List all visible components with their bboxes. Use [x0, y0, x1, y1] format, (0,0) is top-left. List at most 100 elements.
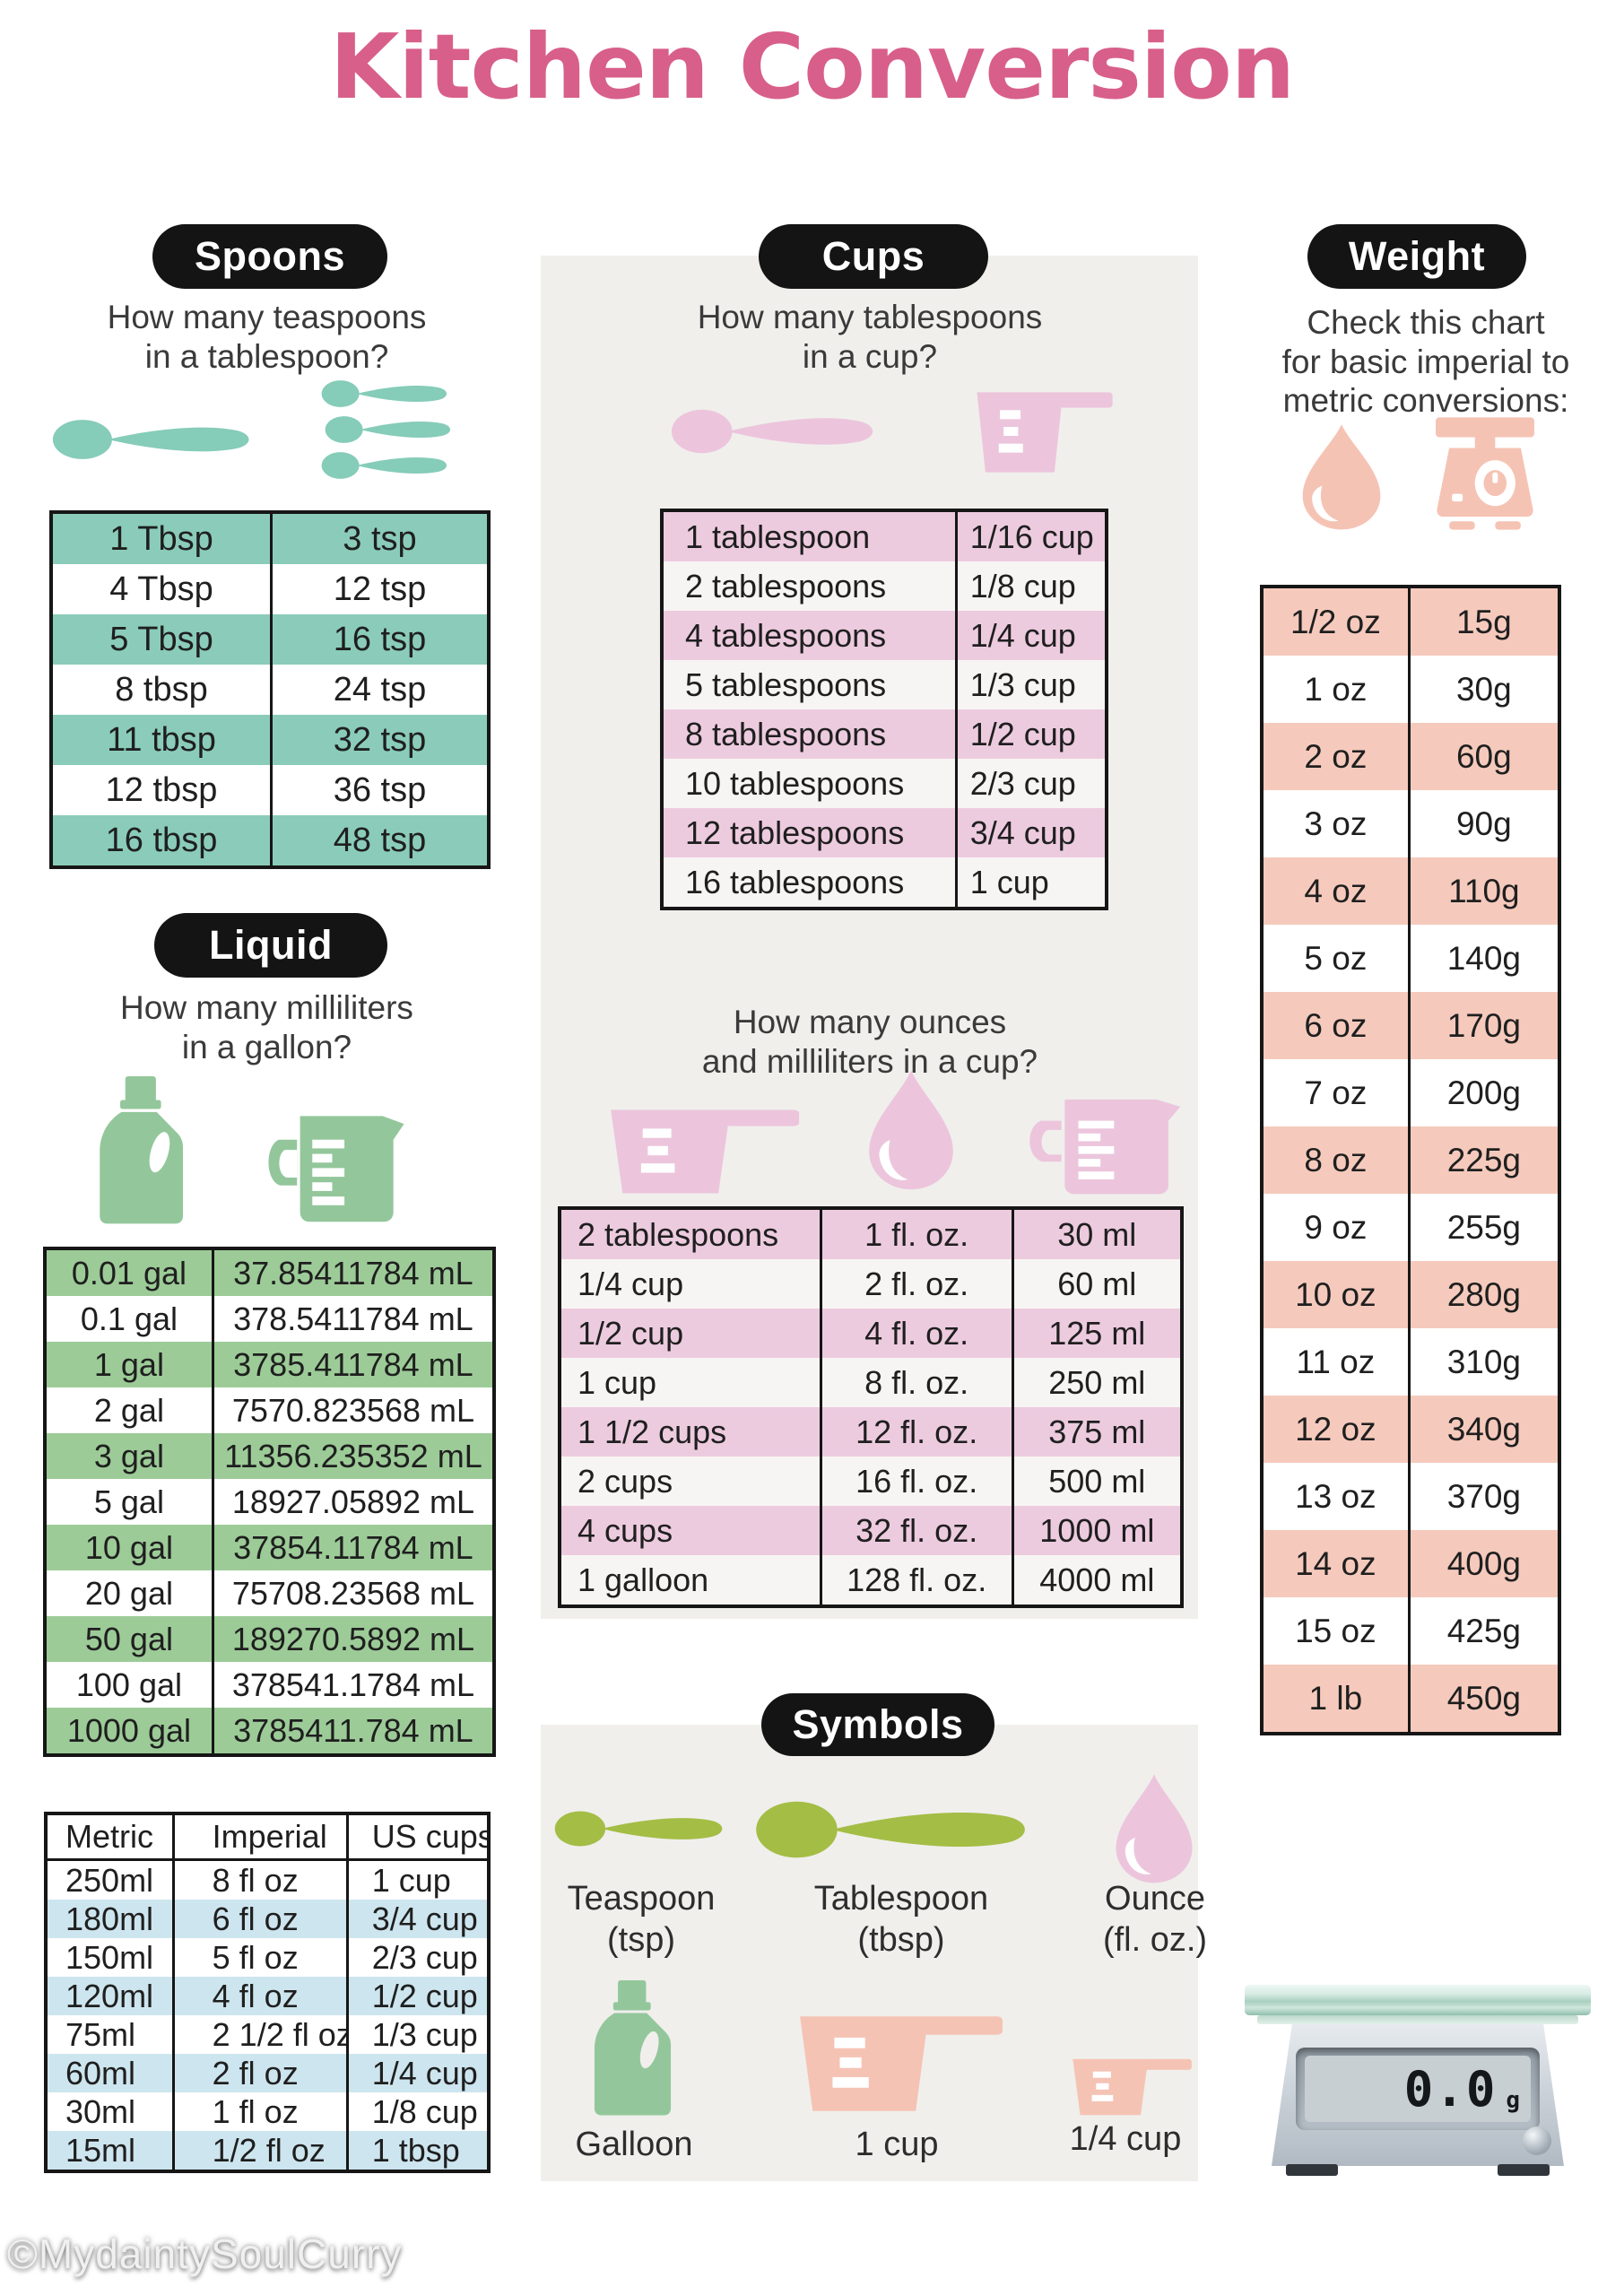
table-cell: 3785.411784 mL [211, 1342, 492, 1387]
spoons-section-header: Spoons [152, 224, 387, 289]
weight-question: Check this chart for basic imperial to m… [1233, 303, 1619, 421]
metric-table: Metric Imperial US cups 250ml 8 fl oz 1 cu… [44, 1812, 491, 2173]
table-cell: 500 ml [1011, 1457, 1180, 1506]
table-row: 5 oz 140g [1264, 925, 1558, 992]
table-cell: 12 tablespoons [685, 813, 905, 851]
table-cell: 90g [1407, 790, 1558, 857]
table-cell: 8 oz [1304, 1141, 1368, 1178]
table-cell: 16 tsp [270, 614, 487, 665]
table-cell: 1/4 cup [345, 2054, 487, 2092]
table-row: 3 oz 90g [1264, 790, 1558, 857]
measuring-cup-icon [968, 387, 1114, 477]
table-row: 12 tablespoons 3/4 cup [664, 808, 1105, 857]
scale-body: 0.0 g [1272, 2024, 1564, 2166]
table-cell: 32 tsp [270, 715, 487, 765]
table-cell: 24 tsp [270, 665, 487, 715]
weight-question-line3: metric conversions: [1282, 382, 1569, 420]
table-cell: 370g [1407, 1463, 1558, 1530]
scale-lcd-screen: 0.0 g [1305, 2056, 1531, 2122]
table-cell: 18927.05892 mL [211, 1479, 492, 1525]
table-row: 12 oz 340g [1264, 1396, 1558, 1463]
table-cell: 16 tbsp [105, 821, 218, 859]
table-cell: 8 fl. oz. [819, 1358, 1012, 1407]
weight-table: 1/2 oz 15g 1 oz 30g 2 oz 60g 3 oz 90g 4 oz 110g 5 … [1260, 585, 1561, 1735]
quarter-cup-symbol-icon [1065, 2056, 1193, 2118]
metric-table-body: 250ml 8 fl oz 1 cup 180ml 6 fl oz 3/4 cup 150m… [48, 1861, 487, 2170]
ounces-question: How many ounces and milliliters in a cup… [543, 1003, 1197, 1081]
table-cell: 5 tablespoons [685, 665, 887, 703]
cups-table: 1 tablespoon 1/16 cup 2 tablespoons 1/8 cup… [660, 509, 1108, 910]
symbols-section-label: Symbols [792, 1701, 964, 1747]
gallon-bottle-icon [85, 1076, 195, 1225]
table-row: 0.1 gal 378.5411784 mL [47, 1296, 492, 1342]
table-cell: 12 fl. oz. [819, 1407, 1012, 1457]
table-row: 1 Tbsp 3 tsp [53, 514, 487, 564]
table-cell: 12 tsp [270, 564, 487, 614]
table-cell: 6 fl oz [171, 1900, 346, 1938]
scale-lcd-bezel: 0.0 g [1296, 2048, 1540, 2130]
table-row: 1/2 cup 4 fl. oz. 125 ml [561, 1309, 1180, 1358]
table-cell: 32 fl. oz. [819, 1506, 1012, 1555]
table-row: 8 tablespoons 1/2 cup [664, 709, 1105, 759]
table-cell: 250ml [65, 1861, 154, 1899]
table-cell: 378.5411784 mL [211, 1296, 492, 1342]
table-cell: 12 oz [1295, 1410, 1376, 1448]
table-row: 3 gal 11356.235352 mL [47, 1433, 492, 1479]
table-cell: 11 oz [1296, 1343, 1376, 1380]
cups-question: How many tablespoons in a cup? [543, 298, 1197, 376]
table-row: 8 oz 225g [1264, 1126, 1558, 1194]
table-row: 7 oz 200g [1264, 1059, 1558, 1126]
table-cell: 12 tbsp [105, 770, 218, 809]
ounces-table: 2 tablespoons 1 fl. oz. 30 ml 1/4 cup 2 fl. … [558, 1206, 1184, 1608]
table-cell: 1 Tbsp [109, 519, 213, 558]
galloon-symbol-icon [581, 1980, 682, 2117]
table-cell: 180ml [65, 1900, 154, 1937]
table-cell: 4 fl. oz. [819, 1309, 1012, 1358]
water-drop-icon [1297, 422, 1386, 531]
scale-reading: 0.0 [1403, 2060, 1498, 2118]
table-row: 5 gal 18927.05892 mL [47, 1479, 492, 1525]
table-row: 30ml 1 fl oz 1/8 cup [48, 2092, 487, 2131]
table-cell: 2 cups [578, 1462, 673, 1500]
table-row: 1 lb 450g [1264, 1665, 1558, 1732]
symbol-label-line1: Ounce [1105, 1880, 1205, 1918]
table-cell: 2/3 cup [954, 759, 1105, 808]
table-row: 5 Tbsp 16 tsp [53, 614, 487, 665]
measuring-cup-icon [599, 1105, 801, 1198]
table-row: 1/2 oz 15g [1264, 588, 1558, 656]
metric-header-metric: Metric [65, 1818, 153, 1855]
table-row: 2 cups 16 fl. oz. 500 ml [561, 1457, 1180, 1506]
table-cell: 110g [1407, 857, 1558, 925]
table-row: 1 gal 3785.411784 mL [47, 1342, 492, 1387]
table-cell: 3/4 cup [954, 808, 1105, 857]
table-cell: 2 gal [93, 1391, 164, 1429]
one-cup-symbol-label: 1 cup [798, 2124, 995, 2165]
table-row: 1 1/2 cups 12 fl. oz. 375 ml [561, 1407, 1180, 1457]
table-row: 2 oz 60g [1264, 723, 1558, 790]
table-row: 1000 gal 3785411.784 mL [47, 1708, 492, 1753]
table-cell: 1/16 cup [954, 512, 1105, 561]
weight-section-label: Weight [1348, 233, 1486, 279]
teaspoon-icon [321, 377, 454, 411]
symbols-section-header: Symbols [761, 1693, 994, 1756]
table-cell: 1 cup [954, 857, 1105, 907]
table-cell: 1 tbsp [345, 2131, 487, 2170]
table-row: 60ml 2 fl oz 1/4 cup [48, 2054, 487, 2092]
table-row: 16 tbsp 48 tsp [53, 815, 487, 865]
weight-question-line2: for basic imperial to [1281, 343, 1570, 380]
table-cell: 1/4 cup [954, 611, 1105, 660]
table-cell: 425g [1407, 1597, 1558, 1665]
table-cell: 1/2 cup [345, 1977, 487, 2015]
table-cell: 48 tsp [270, 815, 487, 865]
ounces-question-line2: and milliliters in a cup? [701, 1042, 1038, 1080]
table-cell: 189270.5892 mL [211, 1616, 492, 1662]
table-cell: 1 fl. oz. [819, 1210, 1012, 1259]
table-cell: 1 galloon [578, 1561, 709, 1598]
table-cell: 2 fl. oz. [819, 1259, 1012, 1309]
table-cell: 170g [1407, 992, 1558, 1059]
table-cell: 378541.1784 mL [211, 1662, 492, 1708]
table-row: 0.01 gal 37.85411784 mL [47, 1250, 492, 1296]
table-cell: 7 oz [1304, 1074, 1368, 1111]
tablespoon-symbol-label: Tablespoon (tbsp) [785, 1878, 1018, 1961]
